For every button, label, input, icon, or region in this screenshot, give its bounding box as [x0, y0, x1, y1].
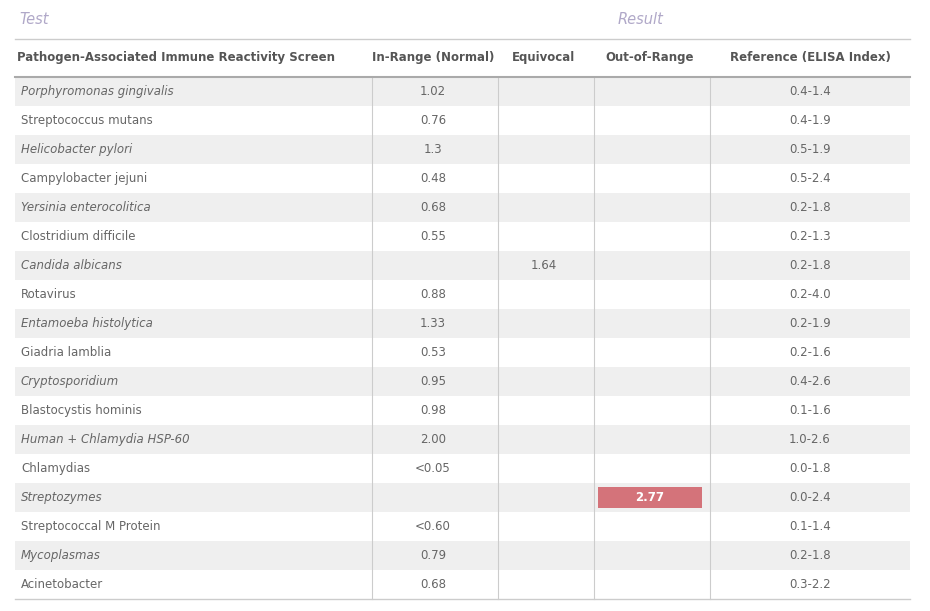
Text: 0.4-1.9: 0.4-1.9 — [790, 114, 830, 127]
Text: 0.2-1.8: 0.2-1.8 — [790, 259, 830, 272]
Text: Human + Chlamydia HSP-60: Human + Chlamydia HSP-60 — [21, 433, 190, 446]
Text: 0.68: 0.68 — [420, 201, 446, 214]
Text: 2.00: 2.00 — [420, 433, 446, 446]
Text: 0.0-1.8: 0.0-1.8 — [790, 462, 830, 475]
Text: 0.48: 0.48 — [420, 172, 446, 185]
Text: Pathogen-Associated Immune Reactivity Screen: Pathogen-Associated Immune Reactivity Sc… — [17, 51, 335, 64]
Bar — [15, 309, 910, 338]
Text: 0.98: 0.98 — [420, 404, 446, 417]
Text: 0.4-2.6: 0.4-2.6 — [790, 375, 830, 388]
Text: Chlamydias: Chlamydias — [21, 462, 90, 475]
Text: 0.53: 0.53 — [420, 346, 446, 359]
Text: <0.60: <0.60 — [415, 520, 451, 533]
Text: Reference (ELISA Index): Reference (ELISA Index) — [729, 51, 890, 64]
Text: 0.1-1.4: 0.1-1.4 — [790, 520, 830, 533]
Text: 1.64: 1.64 — [531, 259, 557, 272]
Text: 1.3: 1.3 — [424, 143, 443, 156]
Bar — [15, 164, 910, 193]
Text: 0.2-1.3: 0.2-1.3 — [790, 230, 830, 243]
Text: In-Range (Normal): In-Range (Normal) — [372, 51, 494, 64]
Bar — [15, 222, 910, 251]
Text: 0.2-1.8: 0.2-1.8 — [790, 549, 830, 562]
Text: 0.55: 0.55 — [420, 230, 446, 243]
Text: 0.0-2.4: 0.0-2.4 — [790, 491, 830, 504]
Bar — [15, 483, 910, 512]
Text: Yersinia enterocolitica: Yersinia enterocolitica — [21, 201, 151, 214]
Text: Test: Test — [19, 12, 48, 26]
Text: 0.95: 0.95 — [420, 375, 446, 388]
Bar — [15, 251, 910, 280]
Bar — [15, 193, 910, 222]
Bar — [15, 570, 910, 599]
Text: Candida albicans: Candida albicans — [21, 259, 122, 272]
Text: 0.5-1.9: 0.5-1.9 — [790, 143, 830, 156]
Bar — [15, 396, 910, 425]
Text: 0.1-1.6: 0.1-1.6 — [790, 404, 830, 417]
Text: 0.3-2.2: 0.3-2.2 — [790, 578, 830, 591]
Bar — [15, 367, 910, 396]
Bar — [15, 338, 910, 367]
Bar — [15, 106, 910, 135]
Text: 0.79: 0.79 — [420, 549, 446, 562]
Text: Entamoeba histolytica: Entamoeba histolytica — [21, 317, 153, 330]
Bar — [15, 135, 910, 164]
Text: Streptozymes: Streptozymes — [21, 491, 102, 504]
Text: 0.2-4.0: 0.2-4.0 — [790, 288, 830, 301]
Text: 1.33: 1.33 — [420, 317, 446, 330]
Text: Streptococcus mutans: Streptococcus mutans — [21, 114, 153, 127]
Text: Equivocal: Equivocal — [512, 51, 576, 64]
Text: 1.02: 1.02 — [420, 85, 446, 98]
Text: Helicobacter pylori: Helicobacter pylori — [21, 143, 132, 156]
Bar — [15, 541, 910, 570]
Text: 0.2-1.6: 0.2-1.6 — [790, 346, 830, 359]
Text: Giadria lamblia: Giadria lamblia — [21, 346, 112, 359]
Text: 0.4-1.4: 0.4-1.4 — [790, 85, 830, 98]
Text: Blastocystis hominis: Blastocystis hominis — [21, 404, 141, 417]
Bar — [15, 280, 910, 309]
Text: Result: Result — [618, 12, 664, 26]
Bar — [598, 487, 702, 508]
Text: Campylobacter jejuni: Campylobacter jejuni — [21, 172, 147, 185]
Text: Acinetobacter: Acinetobacter — [21, 578, 103, 591]
Text: Porphyromonas gingivalis: Porphyromonas gingivalis — [21, 85, 174, 98]
Text: Clostridium difficile: Clostridium difficile — [21, 230, 136, 243]
Bar — [15, 512, 910, 541]
Text: Streptococcal M Protein: Streptococcal M Protein — [21, 520, 161, 533]
Text: 0.2-1.8: 0.2-1.8 — [790, 201, 830, 214]
Text: Mycoplasmas: Mycoplasmas — [21, 549, 100, 562]
Text: 0.5-2.4: 0.5-2.4 — [790, 172, 830, 185]
Text: 0.68: 0.68 — [420, 578, 446, 591]
Text: 2.77: 2.77 — [635, 491, 665, 504]
Text: 1.0-2.6: 1.0-2.6 — [790, 433, 830, 446]
Bar — [15, 425, 910, 454]
Text: 0.76: 0.76 — [420, 114, 446, 127]
Bar — [15, 77, 910, 106]
Text: Out-of-Range: Out-of-Range — [605, 51, 695, 64]
Text: 0.88: 0.88 — [420, 288, 446, 301]
Text: Cryptosporidium: Cryptosporidium — [21, 375, 119, 388]
Text: Rotavirus: Rotavirus — [21, 288, 77, 301]
Text: 0.2-1.9: 0.2-1.9 — [790, 317, 830, 330]
Text: <0.05: <0.05 — [415, 462, 451, 475]
Bar — [15, 454, 910, 483]
